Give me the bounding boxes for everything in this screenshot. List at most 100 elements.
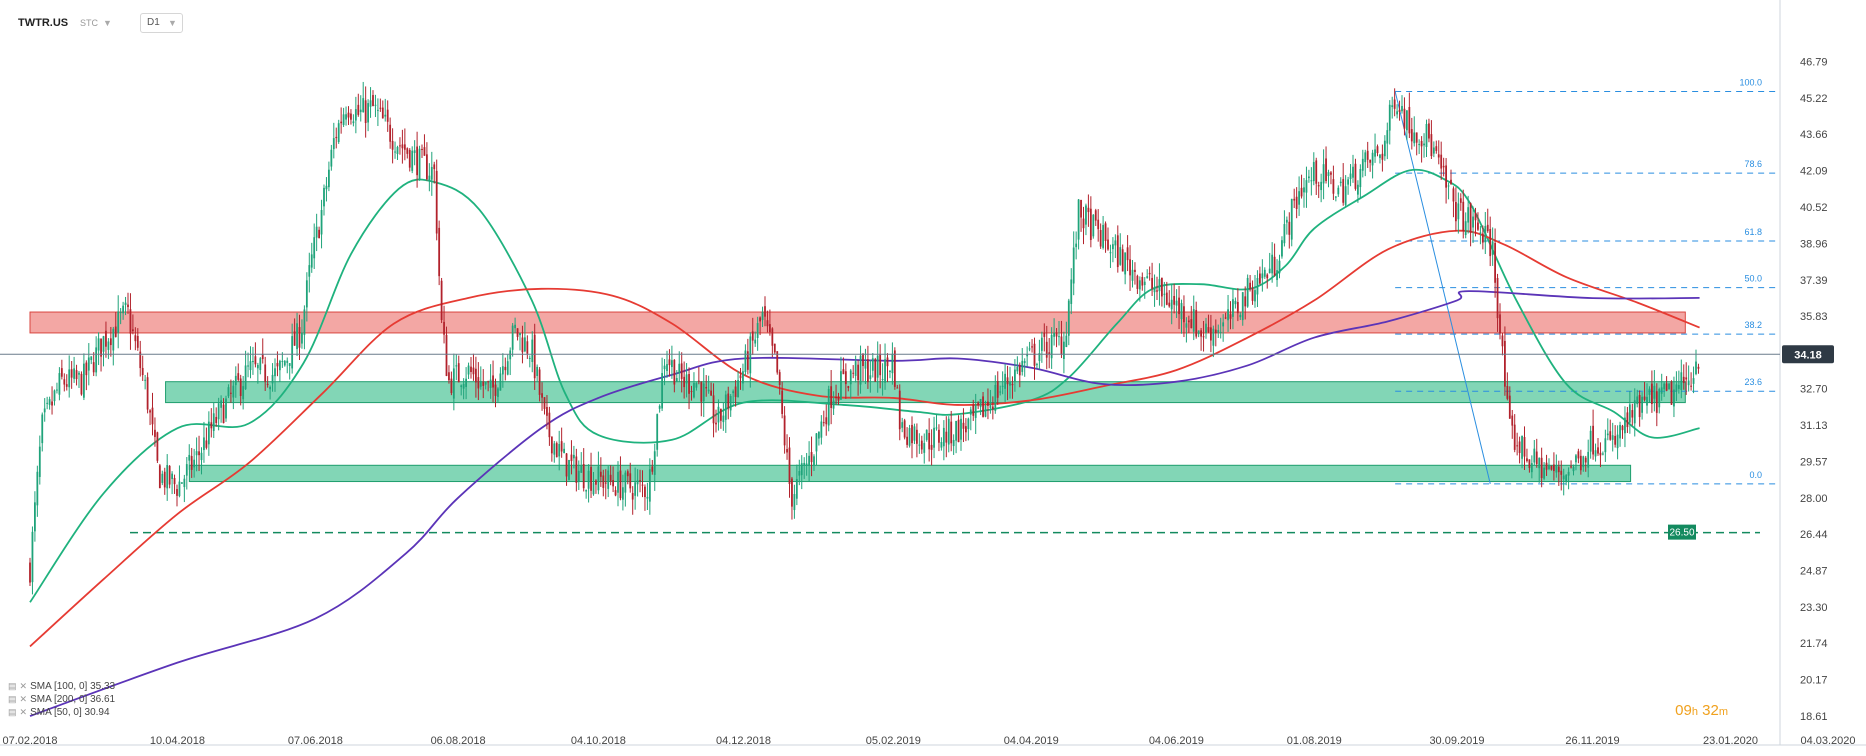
candle-body [323,187,325,207]
y-tick-label: 24.87 [1800,565,1828,577]
y-tick-label: 26.44 [1800,529,1828,541]
candle-body [1094,210,1097,221]
candle-body [1163,293,1166,295]
candle-body [1116,235,1119,268]
candle-body [247,365,249,367]
candle-body [479,380,482,387]
candle-body [75,370,78,380]
candle-body [1332,179,1335,194]
candle-body [53,390,56,402]
candle-body [1151,277,1153,289]
fib-level-label: 23.6 [1744,377,1762,387]
candle-body [394,151,396,153]
candle-body [1227,309,1229,321]
y-tick-label: 43.66 [1800,129,1828,141]
candle-body [379,107,382,109]
candle-body [249,361,252,371]
candle-body [396,146,399,154]
candle-body [1180,303,1183,320]
candle-body [401,144,404,149]
x-tick-label: 26.11.2019 [1565,735,1619,747]
y-tick-label: 21.74 [1800,638,1828,650]
candle-body [955,421,957,441]
candle-body [609,474,612,482]
candle-body [803,462,806,466]
candle-body [1327,172,1330,177]
candle-body [798,470,801,476]
candle-body [305,280,308,308]
candle-body [1516,445,1519,447]
candle-body [1349,173,1352,180]
candle-body [450,378,453,394]
candle-body [908,428,911,446]
candle-body [136,335,139,348]
close-icon[interactable]: ✕ [19,681,28,691]
candle-body [227,387,230,397]
chevron-down-icon[interactable]: ▼ [168,18,177,28]
chevron-down-icon[interactable]: ▼ [103,18,112,28]
candle-body [1435,146,1438,151]
close-icon[interactable]: ✕ [19,694,28,704]
candle-body [95,347,98,373]
settings-icon[interactable]: ▤ [8,694,17,704]
candle-body [1628,404,1631,423]
candle-body [501,366,504,375]
candle-body [1075,243,1078,248]
candle-body [203,437,205,451]
candle-body [1577,451,1580,459]
candle-body [313,237,316,259]
candle-body [210,422,213,429]
candle-body [154,429,156,437]
support-level-label: 26.50 [1669,528,1694,539]
candle-body [1018,364,1021,376]
candle-body [389,124,392,142]
settings-icon[interactable]: ▤ [8,707,17,717]
legend-item-sma100[interactable]: ▤ ✕ SMA [100, 0] 35.33 [8,680,115,693]
candle-body [1442,165,1445,168]
candle-body [849,370,852,385]
candle-body [901,422,904,428]
candle-body [1239,314,1242,318]
candle-body [134,335,137,342]
symbol-label[interactable]: TWTR.US [18,17,69,29]
legend-item-sma50[interactable]: ▤ ✕ SMA [50, 0] 30.94 [8,706,115,719]
legend-item-sma200[interactable]: ▤ ✕ SMA [200, 0] 36.61 [8,693,115,706]
fib-level-label: 61.8 [1744,227,1762,237]
candle-body [1357,184,1359,195]
candle-body [862,354,864,367]
candle-body [724,394,727,420]
candle-body [1557,466,1560,473]
sma-line [29,229,1700,648]
x-tick-label: 04.03.2020 [1800,735,1855,747]
candle-body [1621,425,1624,431]
candle-body [546,407,548,416]
candle-body [1521,435,1523,459]
candle-body [1692,378,1695,384]
candle-body [916,429,918,444]
candle-body [492,375,494,388]
candle-body [1457,203,1460,220]
candle-body [413,150,416,153]
candle-countdown: 09h 32m [1675,702,1728,719]
candle-body [749,336,752,374]
candle-body [1386,130,1389,144]
candle-body [1085,205,1087,225]
settings-icon[interactable]: ▤ [8,681,17,691]
countdown-hours-unit: h [1691,706,1698,718]
candle-body [629,473,632,489]
candle-body [1695,361,1697,375]
candle-body [119,312,122,314]
y-tick-label: 40.52 [1800,202,1828,214]
candle-body [357,104,360,115]
close-icon[interactable]: ✕ [19,707,28,717]
candle-body [776,351,779,373]
y-tick-label: 45.22 [1800,93,1828,105]
candle-body [835,397,837,399]
candle-body [141,367,144,376]
y-tick-label: 37.39 [1800,275,1828,287]
candle-body [847,386,850,388]
timeframe-select[interactable]: D1 [140,13,183,33]
candle-body [1107,239,1109,250]
candle-body [950,421,953,444]
